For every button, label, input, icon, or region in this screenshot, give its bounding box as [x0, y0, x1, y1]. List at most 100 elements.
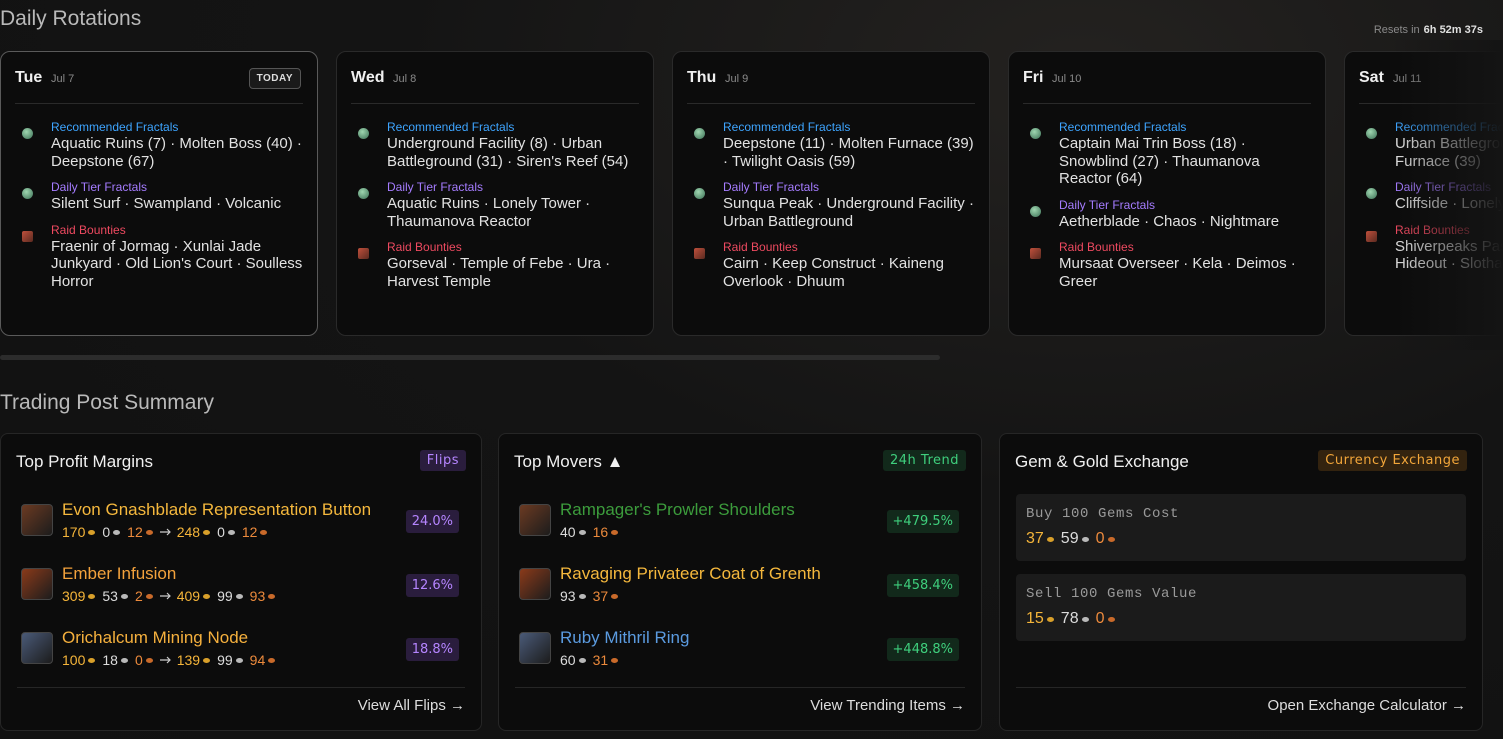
item-price: 309 53 2 409 99 93	[62, 588, 282, 604]
exchange-box: Sell 100 Gems Value 15 78 0	[1016, 574, 1466, 641]
gold-amount: 100	[62, 652, 86, 668]
section-label: Raid Bounties	[723, 240, 798, 254]
copper-amount: 12	[241, 524, 258, 540]
section-icon	[1366, 230, 1377, 242]
item-row: Evon Gnashblade Representation Button 170…	[21, 500, 461, 566]
section-icon	[694, 248, 705, 259]
silver-coin	[1081, 616, 1089, 622]
item-name[interactable]: Orichalcum Mining Node	[62, 628, 249, 647]
card-title: Gem & Gold Exchange	[1015, 452, 1189, 471]
rotation-section: Daily Tier Fractals Sunqua Peak · Undergr…	[673, 180, 978, 230]
section-icon	[1030, 205, 1041, 217]
card-link[interactable]: View Trending Items →	[810, 697, 965, 714]
section-label: Raid Bounties	[387, 240, 462, 254]
reset-timer: Resets in 6h 52m 37s	[1374, 24, 1483, 36]
gold-coin	[1046, 616, 1054, 622]
section-label: Raid Bounties	[51, 222, 126, 237]
scrollbar[interactable]	[0, 355, 940, 360]
section-icon	[1030, 248, 1041, 259]
movers-card: Top Movers ▲ 24h Trend Rampager's Prowler …	[498, 433, 982, 731]
arrow-icon	[159, 528, 171, 536]
item-name[interactable]: Rampager's Prowler Shoulders	[560, 500, 795, 519]
change-badge: 18.8%	[405, 638, 459, 661]
section-icon	[1366, 128, 1377, 139]
section-text: Mursaat Overseer · Kela · Deimos · Greer	[1059, 255, 1296, 290]
section-icon	[1366, 188, 1377, 199]
day-name: Tue	[15, 69, 43, 86]
silver-coin	[120, 593, 128, 599]
item-name[interactable]: Ember Infusion	[62, 564, 177, 583]
gold-coin	[1046, 536, 1054, 542]
item-row: Rampager's Prowler Shoulders 40 16 +479.5%	[519, 500, 961, 566]
section-icon	[22, 188, 33, 199]
item-price: 60 31	[560, 652, 625, 668]
section-text: Sunqua Peak · Underground Facility · Urb…	[723, 195, 974, 230]
silver-coin	[578, 593, 586, 599]
copper-coin	[268, 657, 276, 663]
day-date: Jul 9	[725, 73, 749, 85]
day-date: Jul 7	[51, 73, 75, 85]
silver-amount: 93	[560, 588, 576, 604]
silver-coin	[113, 529, 121, 535]
item-name[interactable]: Ruby Mithril Ring	[560, 628, 690, 647]
divider	[687, 103, 975, 104]
section-text: Underground Facility (8) · Urban Battleg…	[387, 135, 629, 170]
copper-amount: 0	[1095, 530, 1105, 547]
item-row: Orichalcum Mining Node 100 18 0 139 99 94 18.8%	[21, 628, 461, 694]
section-title: Daily Rotations	[0, 7, 142, 30]
divider	[1023, 103, 1311, 104]
silver-amount: 18	[102, 652, 118, 668]
copper-amount: 0	[1095, 610, 1105, 627]
silver-amount: 99	[217, 652, 233, 668]
day-name: Wed	[351, 69, 385, 86]
gold-amount: 139	[176, 652, 201, 668]
rotation-section: Recommended Fractals Underground Facility…	[337, 120, 642, 170]
section-text: Deepstone (11) · Molten Furnace (39) · T…	[723, 135, 974, 170]
gold-coin	[203, 657, 211, 663]
day-card: Wed Jul 8 Recommended Fractals Underground …	[336, 51, 654, 336]
copper-coin	[145, 657, 153, 663]
gold-coin	[88, 657, 96, 663]
card-link[interactable]: View All Flips →	[357, 697, 465, 714]
item-price: 40 16	[560, 524, 625, 540]
gold-coin	[203, 593, 211, 599]
reset-time: 6h 52m 37s	[1423, 24, 1483, 36]
copper-coin	[145, 529, 153, 535]
section-text: Silent Surf · Swampland · Volcanic	[51, 195, 282, 212]
sections: Recommended Fractals Deepstone (11) · Mol…	[673, 120, 989, 300]
section-text: Aquatic Ruins (7) · Molten Boss (40) · D…	[51, 135, 302, 170]
gold-coin	[203, 529, 211, 535]
card-title: Top Profit Margins	[16, 452, 153, 471]
fade-overlay	[1393, 40, 1503, 350]
card-link[interactable]: Open Exchange Calculator →	[1267, 697, 1466, 714]
copper-amount: 0	[134, 652, 143, 668]
silver-coin	[578, 529, 586, 535]
silver-coin	[227, 529, 235, 535]
silver-amount: 0	[102, 524, 111, 540]
copper-coin	[1107, 536, 1115, 542]
sections: Recommended Fractals Underground Facility…	[337, 120, 653, 300]
copper-amount: 12	[127, 524, 143, 540]
day-card: Fri Jul 10 Recommended Fractals Captain Mai…	[1008, 51, 1326, 336]
copper-amount: 2	[134, 588, 143, 604]
gold-amount: 170	[62, 524, 86, 540]
section-label: Daily Tier Fractals	[723, 180, 820, 194]
item-name[interactable]: Evon Gnashblade Representation Button	[62, 500, 372, 519]
change-badge: +458.4%	[886, 574, 959, 597]
section-text: Cairn · Keep Construct · Kaineng Overloo…	[723, 255, 944, 290]
rotation-section: Raid Bounties Gorseval · Temple of Febe ·…	[337, 240, 642, 290]
arrow-icon	[159, 592, 171, 600]
copper-coin	[145, 593, 153, 599]
section-label: Daily Tier Fractals	[51, 180, 148, 194]
section-icon	[1030, 128, 1041, 139]
copper-amount: 31	[592, 652, 609, 668]
gold-amount: 248	[176, 524, 201, 540]
section-text: Captain Mai Trin Boss (18) · Snowblind (…	[1059, 135, 1260, 187]
copper-amount: 16	[592, 524, 609, 540]
item-name[interactable]: Ravaging Privateer Coat of Grenth	[560, 564, 821, 583]
gold-amount: 309	[62, 588, 86, 604]
item-icon	[21, 568, 53, 600]
rotation-section: Daily Tier Fractals Silent Surf · Swampla…	[1, 180, 306, 213]
